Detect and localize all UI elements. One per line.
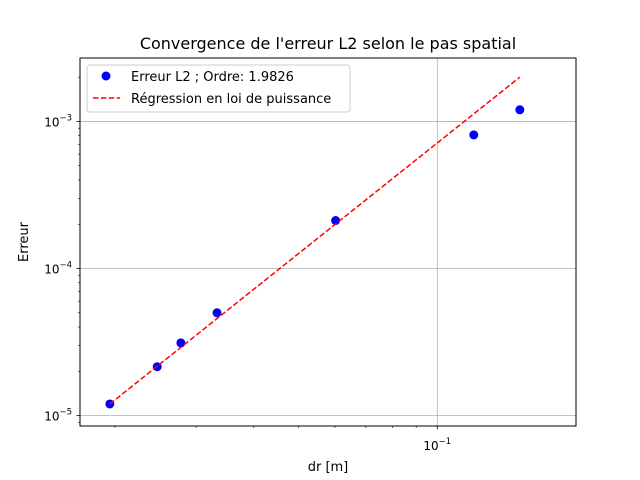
scatter-point [515,105,525,115]
ticks: 10−1 10−5 10−4 10−3 [44,76,451,453]
legend-label-scatter: Erreur L2 ; Ordre: 1.9826 [131,70,294,85]
scatter-point [212,308,222,318]
scatter-point [331,216,341,226]
y-tick-label: 10−5 [44,408,72,424]
scatter-point [176,338,186,348]
y-axis-label: Erreur [17,221,32,262]
legend: Erreur L2 ; Ordre: 1.9826 Régression en … [86,64,351,113]
grid [80,58,576,426]
chart-title: Convergence de l'erreur L2 selon le pas … [140,34,516,53]
y-tick-label: 10−4 [44,261,72,277]
x-tick-label: 10−1 [423,437,451,453]
plot-series [105,76,525,409]
legend-label-line: Régression en loi de puissance [131,92,331,107]
x-axis-label: dr [m] [308,460,349,475]
regression-line [109,76,521,405]
plot-frame [79,57,577,427]
legend-marker-scatter [101,71,111,81]
scatter-point [469,130,479,140]
y-tick-label: 10−3 [44,113,72,129]
legend-box [86,64,351,113]
